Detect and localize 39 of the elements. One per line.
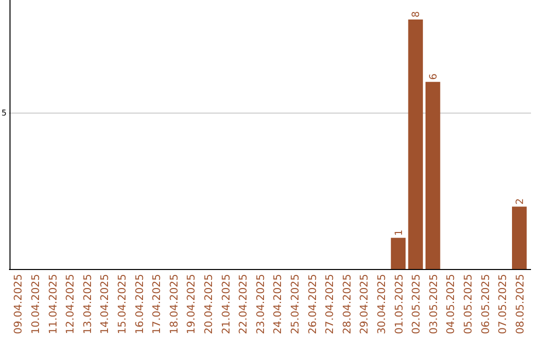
bar [390, 238, 406, 269]
x-tick-label: 21.04.2025 [220, 274, 232, 334]
x-tick-label: 14.04.2025 [99, 274, 112, 334]
x-tick-label: 04.05.2025 [445, 274, 458, 334]
x-tick-label: 16.04.2025 [134, 274, 146, 334]
x-tick-label: 26.04.2025 [306, 274, 319, 334]
x-tick-label: 12.04.2025 [64, 274, 77, 334]
x-tick-label: 17.04.2025 [151, 274, 164, 334]
x-tick-label: 28.04.2025 [341, 274, 354, 334]
x-tick-label: 23.04.2025 [254, 274, 267, 334]
y-tick-label: 5 [1, 108, 7, 118]
bar [512, 206, 527, 269]
x-tick-label: 25.04.2025 [289, 274, 302, 334]
x-tick-label: 01.05.2025 [393, 274, 406, 334]
x-tick-label: 27.04.2025 [324, 274, 336, 334]
x-tick-label: 29.04.2025 [358, 274, 371, 334]
x-tick-label: 09.04.2025 [12, 274, 25, 334]
x-tick-label: 10.04.2025 [30, 274, 42, 334]
bar [425, 82, 440, 269]
x-tick-label: 30.04.2025 [376, 274, 388, 334]
x-tick-label: 19.04.2025 [186, 274, 198, 334]
x-tick-label: 05.05.2025 [462, 274, 474, 334]
x-tick-label: 20.04.2025 [202, 274, 215, 334]
data-label: 6 [428, 74, 440, 80]
data-label: 2 [514, 198, 526, 205]
x-tick-label: 08.05.2025 [514, 274, 526, 334]
x-tick-label: 15.04.2025 [116, 274, 128, 334]
bar [408, 20, 423, 269]
x-tick-label: 07.05.2025 [497, 274, 510, 334]
data-label: 1 [394, 229, 405, 236]
x-tick-label: 03.05.2025 [428, 274, 440, 334]
x-tick-label: 13.04.2025 [82, 274, 94, 334]
x-tick-label: 11.04.2025 [47, 274, 60, 334]
x-tick-label: 02.05.2025 [410, 274, 423, 334]
x-tick-label: 18.04.2025 [168, 274, 180, 334]
x-tick-label: 06.05.2025 [480, 274, 492, 334]
data-label: 8 [411, 11, 422, 18]
x-tick-label: 24.04.2025 [272, 274, 284, 334]
x-tick-label: 22.04.2025 [238, 274, 250, 334]
